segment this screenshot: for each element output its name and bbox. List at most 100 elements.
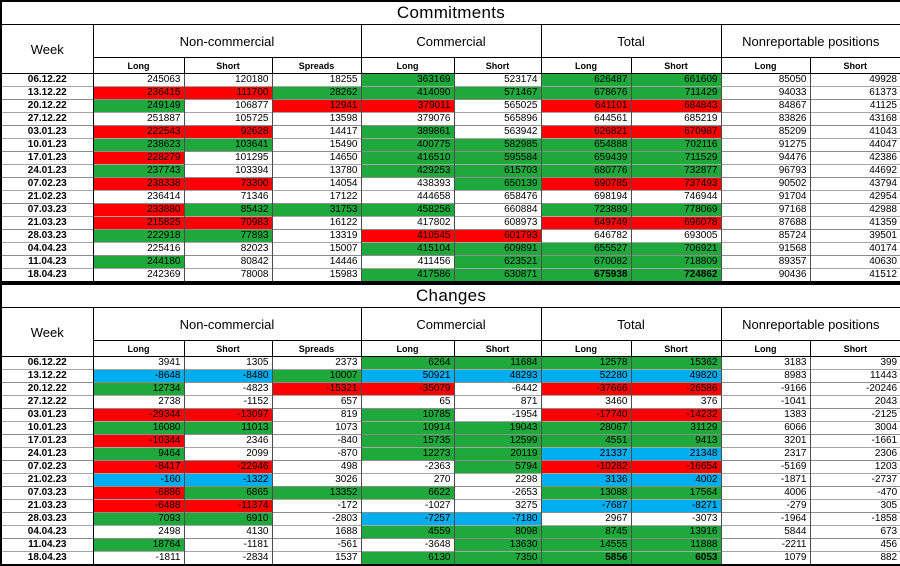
value-cell: 12941 [271,99,362,113]
value-cell: 94033 [720,86,811,100]
value-cell: 225416 [92,242,185,256]
table-row: 24.01.23 237743 103394 13780 429253 615703 680… [0,164,900,178]
week-cell: 11.04.23 [0,538,94,552]
value-cell: 399 [809,356,900,370]
value-cell: -1954 [453,408,542,422]
value-cell: 680776 [540,164,632,178]
value-cell: 13088 [540,486,632,500]
value-cell: 15362 [630,356,722,370]
value-cell: 1305 [183,356,273,370]
value-cell: 13780 [271,164,362,178]
value-cell: 706921 [630,242,722,256]
changes-table: Changes Week Non-commercial Commercial T… [0,283,900,566]
value-cell: 10785 [360,408,455,422]
week-cell: 03.01.23 [0,125,94,139]
value-cell: 94476 [720,151,811,165]
value-cell: 673 [809,525,900,539]
value-cell: -10344 [92,434,185,448]
value-cell: 10007 [271,369,362,383]
table-row: 21.03.23 215825 70983 16122 417802 608973 6497… [0,216,900,230]
value-cell: 236414 [92,190,185,204]
value-cell: 417586 [360,268,455,282]
value-cell: 49820 [630,369,722,383]
commitments-title: Commitments [1,1,900,25]
value-cell: 2043 [809,395,900,409]
value-cell: 2306 [809,447,900,461]
value-cell: 50921 [360,369,455,383]
value-cell: -8648 [92,369,185,383]
value-cell: 871 [453,395,542,409]
value-cell: -7257 [360,512,455,526]
value-cell: 654888 [540,138,632,152]
table-row: 13.12.22 236415 111700 28262 414090 571467 678… [0,86,900,100]
value-cell: -1181 [183,538,273,552]
subheader-t-short: Short [630,57,722,74]
value-cell: 101295 [183,151,273,165]
value-cell: -2211 [720,538,811,552]
value-cell: 42988 [809,203,900,217]
week-cell: 06.12.22 [0,73,94,87]
value-cell: 242369 [92,268,185,282]
value-cell: -6488 [92,499,185,513]
value-cell: 657 [271,395,362,409]
week-cell: 18.04.23 [0,551,94,565]
value-cell: 3941 [92,356,185,370]
value-cell: 414090 [360,86,455,100]
value-cell: 626487 [540,73,632,87]
table-row: 07.03.23 -6886 6865 13352 6622 -2653 13088 1756… [0,486,900,500]
value-cell: 608973 [453,216,542,230]
value-cell: 458256 [360,203,455,217]
week-cell: 07.03.23 [0,486,94,500]
week-cell: 03.01.23 [0,408,94,422]
table-row: 28.03.23 222918 77893 13319 410545 601793 6467… [0,229,900,243]
value-cell: 28262 [271,86,362,100]
value-cell: 18764 [92,538,185,552]
value-cell: 565025 [453,99,542,113]
value-cell: 1537 [271,551,362,565]
changes-title: Changes [1,284,900,308]
table-row: 17.01.23 228279 101295 14650 416510 595584 659… [0,151,900,165]
value-cell: 41043 [809,125,900,139]
value-cell: 222918 [92,229,185,243]
table-row: 04.04.23 225416 82023 15007 415104 609891 6555… [0,242,900,256]
table-row: 04.04.23 2498 4130 1688 4559 8098 8745 13916 584… [0,525,900,539]
value-cell: 6865 [183,486,273,500]
value-cell: 4559 [360,525,455,539]
subheader-nc-short: Short [183,340,273,357]
value-cell: 609891 [453,242,542,256]
week-cell: 07.03.23 [0,203,94,217]
group-header-total: Total [540,307,722,341]
value-cell: 658476 [453,190,542,204]
value-cell: 18255 [271,73,362,87]
value-cell: 565896 [453,112,542,126]
week-cell: 28.03.23 [0,512,94,526]
group-header-commercial: Commercial [360,307,542,341]
value-cell: 65 [360,395,455,409]
week-cell: 04.04.23 [0,525,94,539]
value-cell: -14232 [630,408,722,422]
value-cell: 693005 [630,229,722,243]
value-cell: 31753 [271,203,362,217]
value-cell: -172 [271,499,362,513]
value-cell: 80842 [183,255,273,269]
group-header-total: Total [540,24,722,58]
value-cell: 14054 [271,177,362,191]
value-cell: -3073 [630,512,722,526]
value-cell: 85209 [720,125,811,139]
value-cell: 724862 [630,268,722,282]
value-cell: 6910 [183,512,273,526]
group-header-nonreportable: Nonreportable positions [720,307,900,341]
value-cell: 5856 [540,551,632,565]
value-cell: 17564 [630,486,722,500]
value-cell: 690785 [540,177,632,191]
value-cell: 6066 [720,421,811,435]
value-cell: 233880 [92,203,185,217]
value-cell: 11013 [183,421,273,435]
value-cell: 43168 [809,112,900,126]
value-cell: 732877 [630,164,722,178]
table-row: 21.02.23 236414 71346 17122 444658 658476 6981… [0,190,900,204]
value-cell: 523174 [453,73,542,87]
value-cell: -4823 [183,382,273,396]
value-cell: 44047 [809,138,900,152]
subheader-t-long: Long [540,57,632,74]
